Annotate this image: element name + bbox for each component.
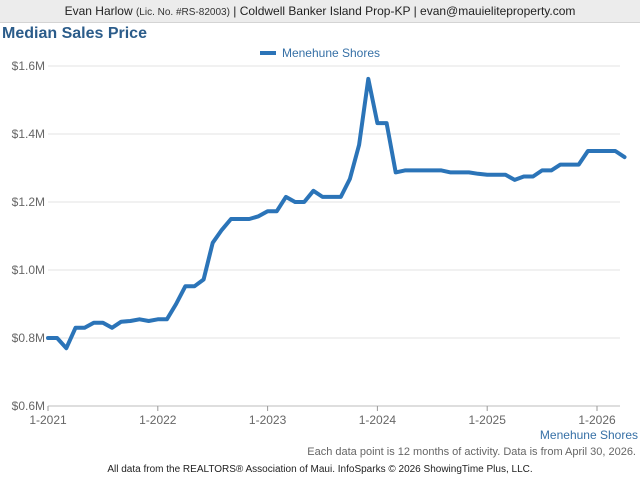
series-end-label: Menehune Shores [540,428,638,442]
license-number: (Lic. No. #RS-82003) [135,7,230,18]
x-tick-label: 1-2026 [578,413,616,427]
data-note: Each data point is 12 months of activity… [307,446,636,458]
legend[interactable]: Menehune Shores [0,46,640,60]
company-name: | Coldwell Banker Island Prop-KP | [233,4,417,18]
legend-label: Menehune Shores [281,46,381,60]
y-tick-label: $1.6M [12,59,45,73]
x-tick-label: 1-2022 [139,413,177,427]
y-tick-label: $1.4M [12,127,45,141]
y-axis: $0.6M $0.8M $1.0M $1.2M $1.4M $1.6M [12,59,45,413]
x-tick-label: 1-2023 [249,413,287,427]
series-line-menehune-shores [46,76,627,351]
legend-swatch [259,50,276,55]
y-tick-label: $0.8M [12,331,45,345]
y-tick-label: $0.6M [12,399,45,413]
agent-email[interactable]: evan@mauieliteproperty.com [420,4,576,18]
x-tick-label: 1-2021 [29,413,67,427]
agent-name: Evan Harlow [64,4,133,18]
y-tick-label: $1.2M [12,195,45,209]
agent-header: Evan Harlow (Lic. No. #RS-82003) | Coldw… [0,0,640,23]
grid [48,65,620,407]
x-tick-label: 1-2024 [359,413,397,427]
chart-title: Median Sales Price [2,25,147,42]
x-tick-label: 1-2025 [469,413,507,427]
y-tick-label: $1.0M [12,263,45,277]
footer-credits: All data from the REALTORS® Association … [107,464,533,475]
x-axis: 1-2021 1-2022 1-2023 1-2024 1-2025 1-2026 [29,405,620,427]
